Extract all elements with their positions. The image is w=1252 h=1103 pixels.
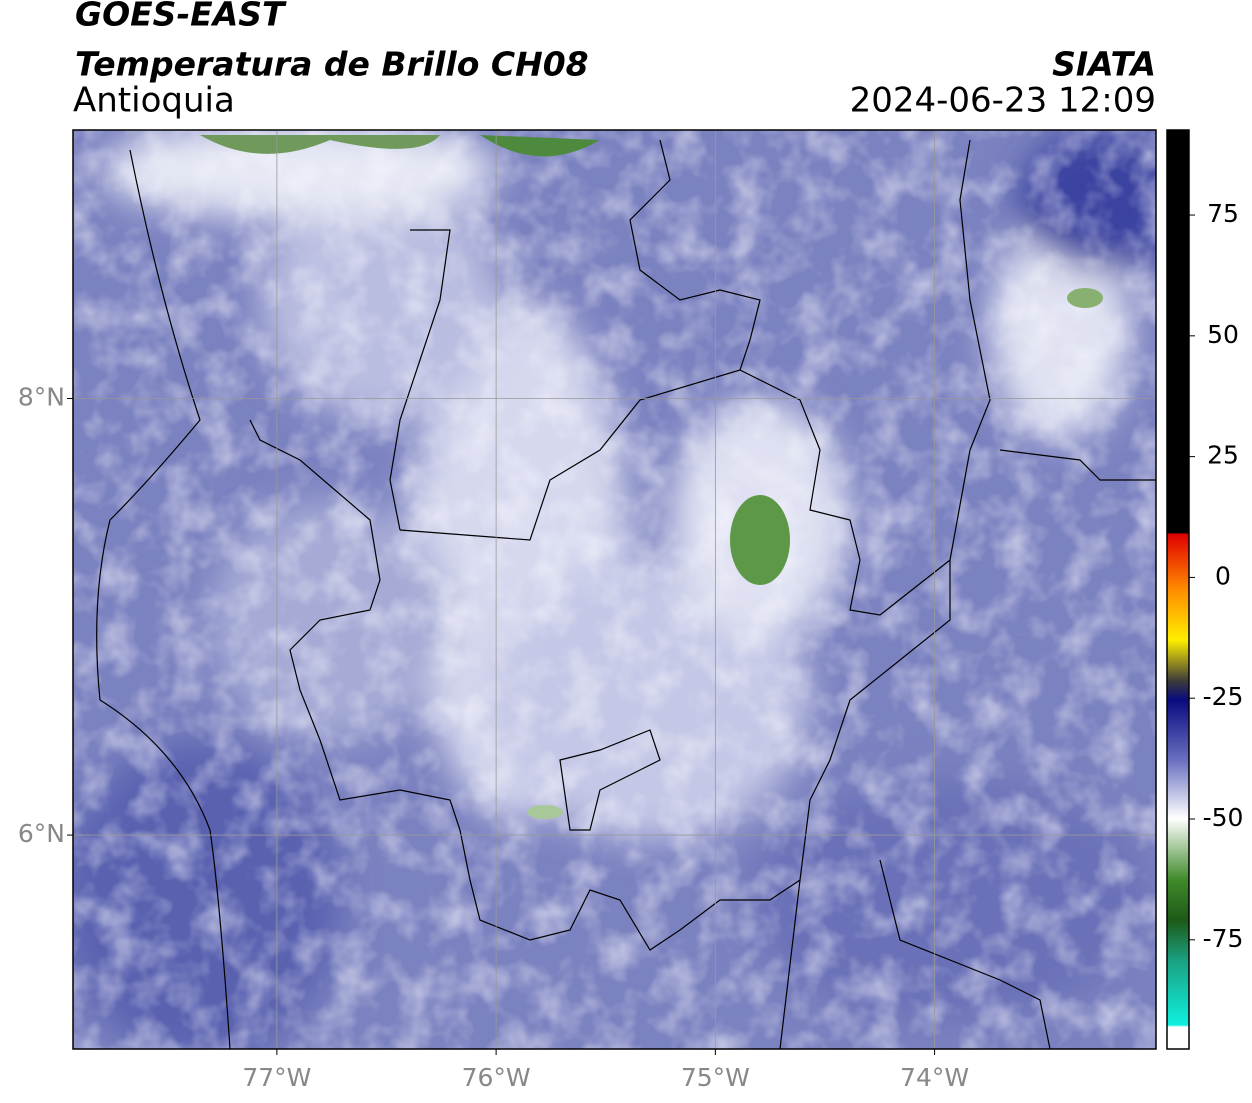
colorbar-tick-label: 50 [1207, 320, 1239, 349]
x-tick-label: 75°W [681, 1063, 750, 1092]
product: Temperatura de Brillo CH08 [75, 45, 589, 84]
colorbar-tick-label: -25 [1203, 682, 1244, 711]
colorbar-tick-label: 25 [1207, 441, 1239, 470]
organization: SIATA [1052, 45, 1156, 84]
y-tick-label: 8°N [18, 382, 65, 411]
datetime: 2024-06-23 12:09 [850, 81, 1156, 121]
colorbar [1166, 129, 1190, 1050]
x-tick-label: 77°W [242, 1063, 311, 1092]
colorbar-tick-label: 0 [1215, 561, 1231, 590]
colorbar-tick-label: -75 [1203, 924, 1244, 953]
region: Antioquia [73, 81, 235, 121]
map-frame [72, 129, 1157, 1050]
satellite-image [73, 130, 1156, 1049]
satellite: GOES-EAST [75, 0, 287, 34]
colorbar-tick-label: -50 [1203, 803, 1244, 832]
graticule [73, 130, 1156, 1049]
y-tick-label: 6°N [18, 819, 65, 848]
x-tick-label: 76°W [462, 1063, 531, 1092]
x-tick-label: 74°W [900, 1063, 969, 1092]
colorbar-tick-label: 75 [1207, 199, 1239, 228]
